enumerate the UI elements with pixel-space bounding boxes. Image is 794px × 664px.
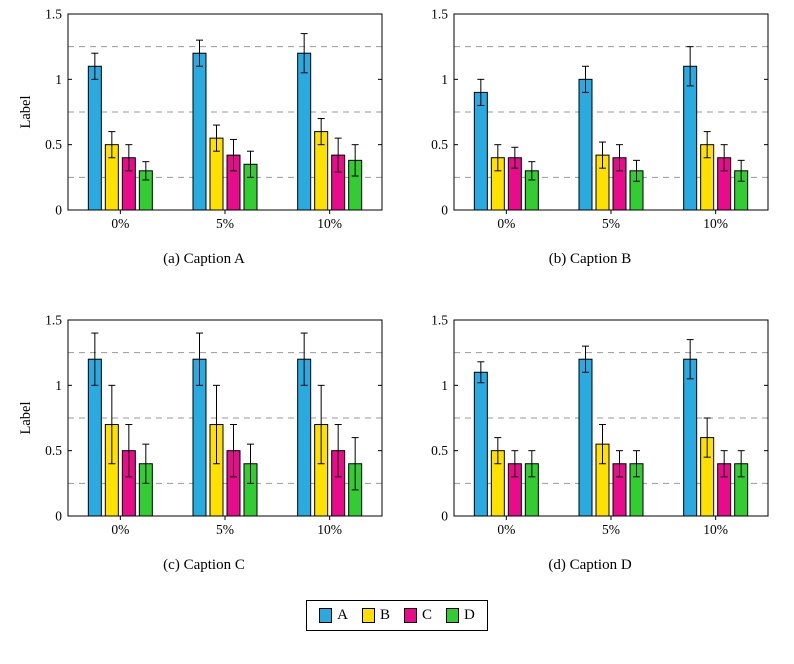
legend-label-d: D (464, 607, 475, 623)
bar-A-10% (683, 65, 698, 211)
legend: A B C D (306, 600, 488, 631)
y-tick-label: 1 (55, 72, 62, 87)
legend-label-b: B (379, 607, 390, 623)
y-tick-label: 1.5 (431, 7, 448, 22)
legend-entry-d: D (446, 607, 475, 624)
bar-A-5% (192, 52, 207, 211)
y-tick-label: 1 (441, 378, 448, 393)
legend-label-a: A (337, 607, 348, 623)
x-tick-label: 10% (317, 522, 342, 537)
x-tick-label: 5% (216, 522, 234, 537)
chart-svg-c: 0 0.5 1 1.5 0% 5% 10% Label (18, 313, 383, 537)
y-tick-label: 0.5 (431, 137, 448, 152)
legend-swatch-d (446, 608, 460, 623)
caption-c: (c) Caption C (163, 557, 245, 573)
x-tick-label: 0% (111, 216, 129, 231)
subfigure-b: 0 0.5 1 1.5 0% 5% 10% (b) Caption B (397, 6, 783, 268)
y-tick-label: 1.5 (431, 313, 448, 328)
subfigure-d: 0 0.5 1 1.5 0% 5% 10% (d) Caption D (397, 312, 783, 574)
chart-svg-b: 0 0.5 1 1.5 0% 5% 10% (431, 7, 769, 231)
bar-A-10% (297, 52, 312, 211)
chart-svg-d: 0 0.5 1 1.5 0% 5% 10% (431, 313, 769, 537)
chart-grid: 0 0.5 1 1.5 0% 5% 10% Label (a) Caption A 0 0.5 1… (11, 6, 783, 574)
x-tick-label: 0% (111, 522, 129, 537)
y-tick-label: 1.5 (45, 7, 62, 22)
legend-entry-b: B (361, 607, 390, 624)
bar-A-0% (87, 65, 102, 211)
x-tick-label: 10% (703, 522, 728, 537)
legend-label-c: C (422, 607, 433, 623)
chart-d: 0 0.5 1 1.5 0% 5% 10% (404, 312, 776, 547)
y-tick-label: 1 (55, 378, 62, 393)
x-tick-label: 0% (497, 522, 515, 537)
y-axis-label: Label (18, 95, 34, 128)
x-tick-label: 10% (703, 216, 728, 231)
bar-A-0% (473, 371, 488, 517)
y-tick-label: 0.5 (45, 443, 62, 458)
y-tick-label: 0 (441, 509, 448, 524)
y-tick-label: 0 (441, 203, 448, 218)
x-tick-label: 5% (602, 522, 620, 537)
bar-A-5% (578, 358, 593, 517)
legend-swatch-c (404, 608, 417, 623)
x-tick-label: 5% (602, 216, 620, 231)
y-tick-label: 1 (441, 72, 448, 87)
y-tick-label: 0 (55, 203, 62, 218)
bar-A-5% (578, 78, 593, 211)
subfigure-c: 0 0.5 1 1.5 0% 5% 10% Label (c) Caption C (11, 312, 397, 574)
y-axis-label: Label (18, 401, 34, 434)
subfigure-a: 0 0.5 1 1.5 0% 5% 10% Label (a) Caption A (11, 6, 397, 268)
x-tick-label: 10% (317, 216, 342, 231)
legend-entry-a: A (319, 607, 348, 624)
x-tick-label: 0% (497, 216, 515, 231)
bar-A-0% (473, 91, 488, 211)
y-tick-label: 1.5 (45, 313, 62, 328)
bar-A-10% (683, 358, 698, 517)
y-tick-label: 0.5 (431, 443, 448, 458)
caption-a: (a) Caption A (163, 251, 245, 267)
caption-d: (d) Caption D (548, 557, 632, 573)
legend-swatch-b (361, 608, 375, 623)
chart-a: 0 0.5 1 1.5 0% 5% 10% Label (18, 6, 390, 241)
caption-b: (b) Caption B (548, 251, 632, 267)
chart-b: 0 0.5 1 1.5 0% 5% 10% (404, 6, 776, 241)
y-tick-label: 0.5 (45, 137, 62, 152)
legend-swatch-a (319, 608, 333, 623)
chart-svg-a: 0 0.5 1 1.5 0% 5% 10% Label (18, 7, 383, 231)
chart-c: 0 0.5 1 1.5 0% 5% 10% Label (18, 312, 390, 547)
y-tick-label: 0 (55, 509, 62, 524)
legend-entry-c: C (404, 607, 432, 624)
x-tick-label: 5% (216, 216, 234, 231)
